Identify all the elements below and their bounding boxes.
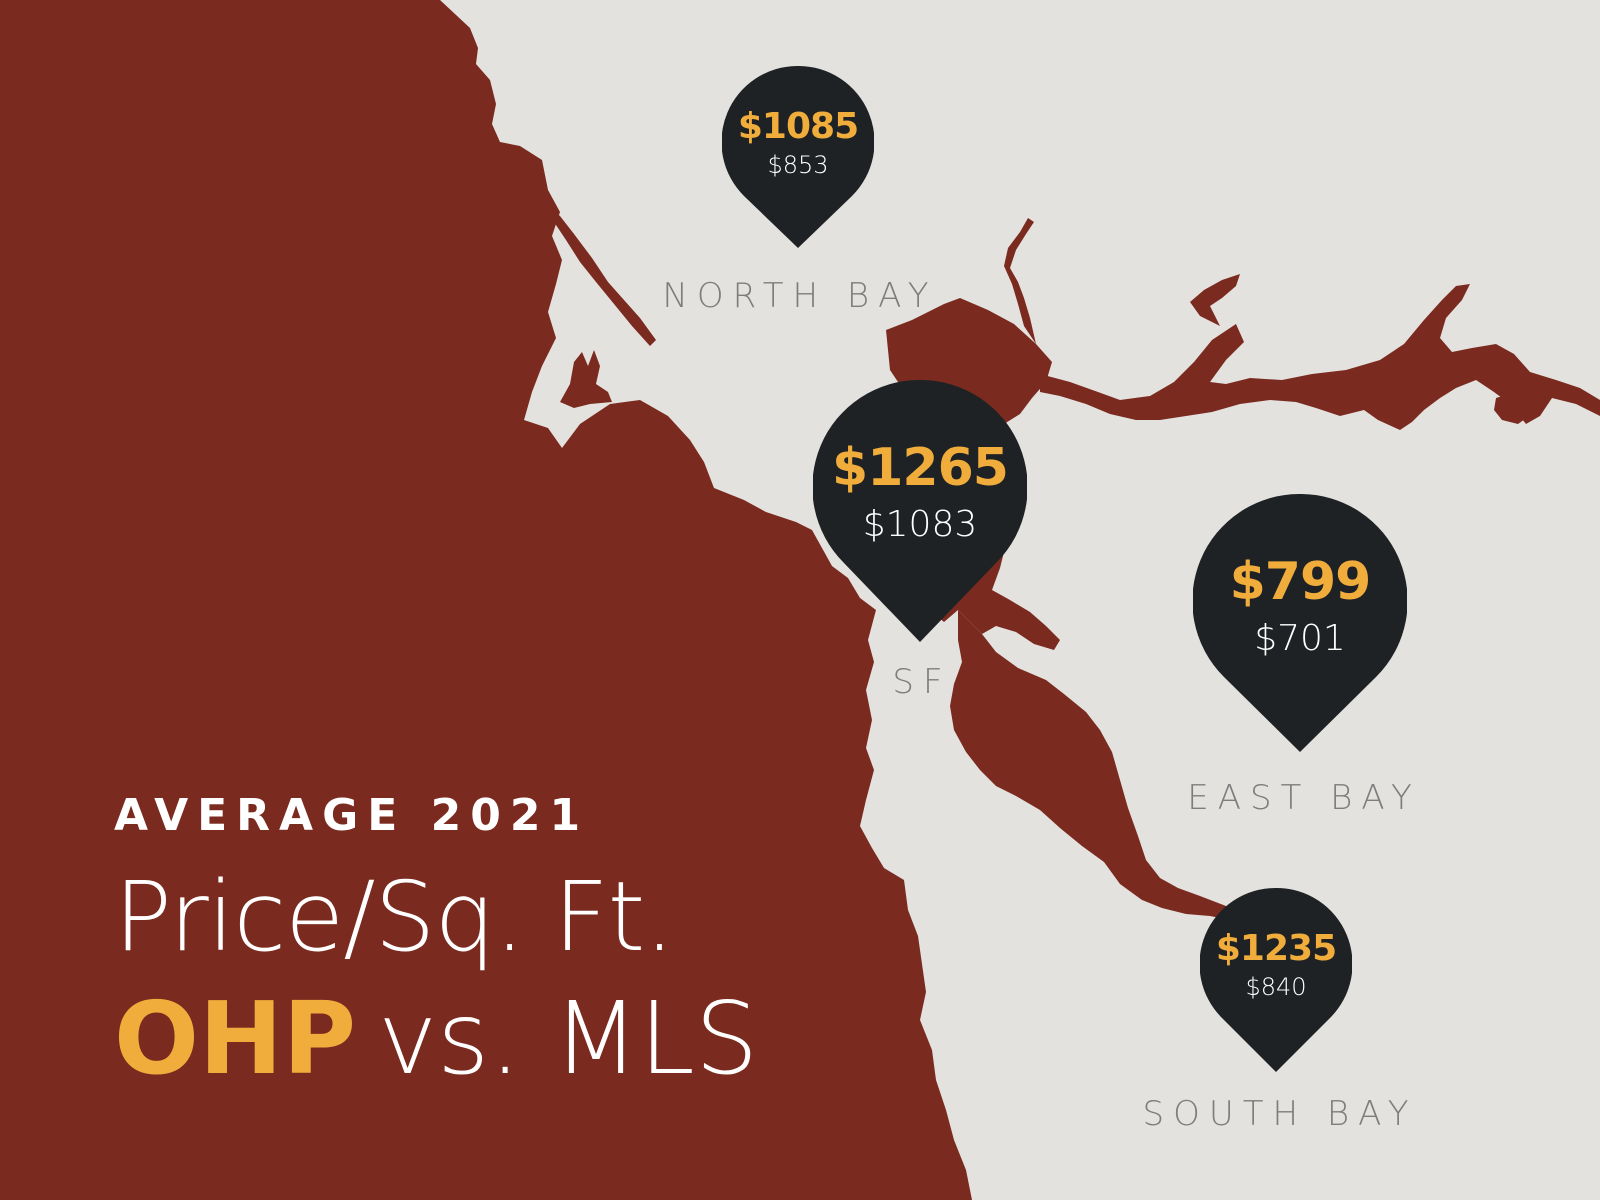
headline-eyebrow: AVERAGE 2021 (114, 790, 590, 841)
ohp-price: $1265 (832, 438, 1009, 498)
pin-sf[interactable]: $1265 $1083 (813, 380, 1027, 642)
mls-price: $840 (1245, 973, 1307, 1001)
pin-south-bay[interactable]: $1235 $840 (1200, 888, 1352, 1072)
pin-east-bay[interactable]: $799 $701 (1193, 494, 1407, 752)
south-bay-water (950, 610, 1230, 920)
napa-river (1004, 218, 1036, 344)
map-pin-icon (722, 66, 874, 248)
headline-vs-mls: vs. MLS (378, 980, 759, 1097)
map-pin-icon (813, 380, 1027, 642)
region-label-east-bay: EAST BAY (1187, 778, 1421, 818)
region-label-south-bay: SOUTH BAY (1142, 1094, 1418, 1134)
headline-ohp: OHP (114, 980, 356, 1097)
pin-north-bay[interactable]: $1085 $853 (722, 66, 874, 248)
tomales-bay (548, 206, 656, 346)
delta-slough (1190, 274, 1240, 326)
headline: AVERAGE 2021 Price/Sq. Ft. OHP vs. MLS (114, 790, 758, 1089)
pacific-ocean (0, 0, 972, 1200)
mls-price: $853 (767, 151, 829, 179)
mls-price: $701 (1254, 618, 1346, 659)
ohp-price: $1085 (737, 106, 859, 147)
region-label-sf: SF (892, 662, 952, 702)
suisun-bay (1040, 284, 1600, 430)
headline-comparison: OHP vs. MLS (114, 989, 758, 1089)
map-pin-icon (1193, 494, 1407, 752)
mls-price: $1083 (862, 504, 978, 545)
map-pin-icon (1200, 888, 1352, 1072)
drakes-estero (560, 350, 612, 408)
region-label-north-bay: NORTH BAY (662, 276, 938, 316)
ohp-price: $1235 (1215, 928, 1337, 969)
headline-title: Price/Sq. Ft. (114, 861, 675, 973)
delta-island (1494, 392, 1532, 424)
ohp-price: $799 (1229, 552, 1372, 612)
